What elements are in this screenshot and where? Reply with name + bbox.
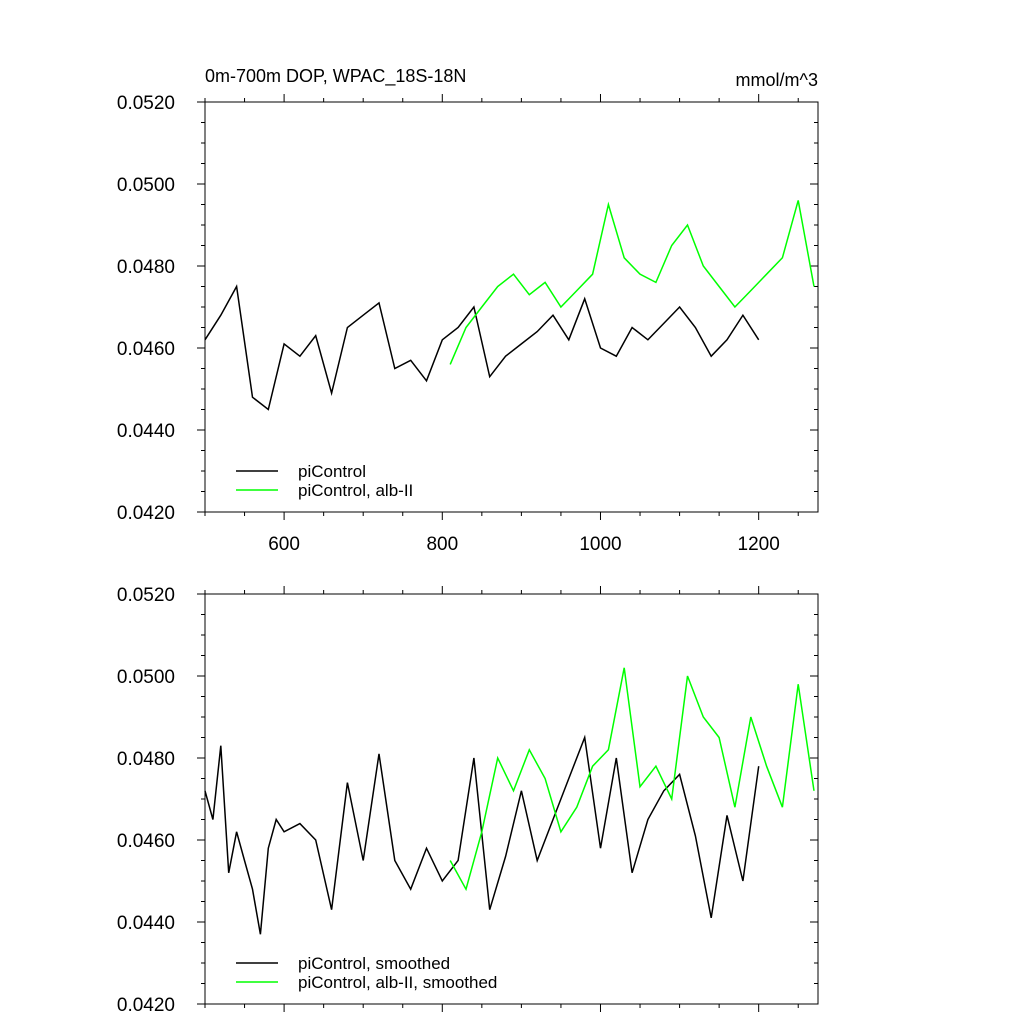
series-line-1 [449, 200, 815, 365]
x-tick-label: 800 [426, 534, 458, 555]
y-axis: 0.0420 0.0440 0.0460 0.0480 0.0500 0.0520 [117, 93, 818, 524]
series-layer [204, 200, 815, 411]
series-line-1 [449, 667, 815, 892]
chart-title: 0m-700m DOP, WPAC_18S-18N [205, 66, 466, 87]
y-tick-label: 0.0440 [117, 913, 175, 934]
units-label: mmol/m^3 [736, 70, 818, 90]
lower-panel: 0.0420 0.0440 0.0460 0.0480 0.0500 0.0520 piC… [117, 585, 819, 1016]
x-tick-label: 1200 [738, 534, 780, 555]
y-tick-label: 0.0480 [117, 749, 175, 770]
legend-label-0: piControl, smoothed [298, 954, 450, 973]
legend-label-1: piControl, alb-II, smoothed [298, 973, 497, 992]
x-tick-label: 600 [268, 534, 300, 555]
y-tick-label: 0.0460 [117, 339, 175, 360]
y-tick-label: 0.0520 [117, 93, 175, 114]
y-tick-label: 0.0420 [117, 503, 175, 524]
upper-panel: 0.0420 0.0440 0.0460 0.0480 0.0500 0.0520 600… [117, 66, 819, 555]
plot-frame [204, 101, 819, 513]
x-axis [204, 586, 799, 1012]
x-axis: 600 800 1000 1200 [204, 94, 799, 555]
y-tick-label: 0.0520 [117, 585, 175, 606]
y-tick-label: 0.0500 [117, 667, 175, 688]
y-tick-label: 0.0480 [117, 257, 175, 278]
legend-label-1: piControl, alb-II [298, 481, 413, 500]
x-tick-label: 1000 [579, 534, 621, 555]
legend-label-0: piControl [298, 462, 366, 481]
y-tick-label: 0.0500 [117, 175, 175, 196]
legend: piControl, smoothed piControl, alb-II, s… [236, 954, 497, 992]
plot-frame [204, 593, 819, 1005]
y-tick-label: 0.0460 [117, 831, 175, 852]
series-layer [204, 667, 815, 935]
y-tick-label: 0.0420 [117, 995, 175, 1016]
y-axis: 0.0420 0.0440 0.0460 0.0480 0.0500 0.0520 [117, 585, 818, 1016]
y-tick-label: 0.0440 [117, 421, 175, 442]
series-line-0 [204, 734, 760, 935]
series-line-0 [204, 284, 760, 411]
legend: piControl piControl, alb-II [236, 462, 413, 500]
